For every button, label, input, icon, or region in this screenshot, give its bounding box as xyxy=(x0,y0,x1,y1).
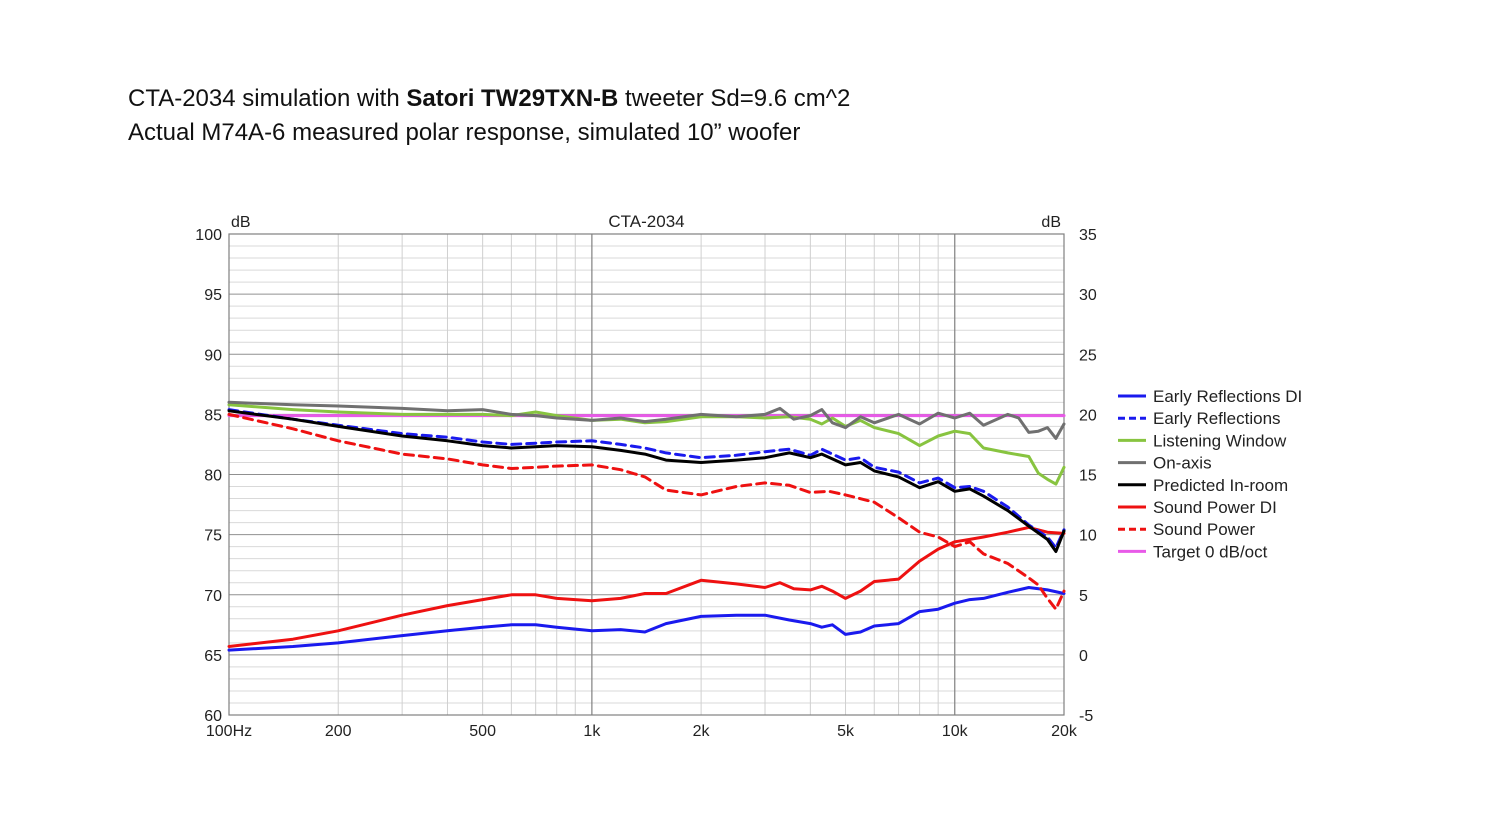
y-tick-label-right: 0 xyxy=(1079,648,1088,665)
y-axis-label-left: dB xyxy=(231,214,251,231)
grid xyxy=(228,233,1065,716)
caption-prefix: CTA-2034 simulation with xyxy=(128,85,407,112)
legend: Early Reflections DI Early Reflections Lis… xyxy=(1118,387,1302,561)
series-line-sound-power-di xyxy=(227,525,1066,648)
x-tick-label: 100Hz xyxy=(206,723,252,740)
chart-caption: CTA-2034 simulation with Satori TW29TXN-… xyxy=(128,82,850,150)
caption-driver-name: Satori TW29TXN-B xyxy=(406,85,619,112)
y-tick-label-left: 85 xyxy=(204,407,222,424)
y-tick-label-left: 95 xyxy=(204,287,222,304)
chart-title: CTA-2034 xyxy=(608,212,684,231)
y-tick-label-right: 10 xyxy=(1079,528,1097,545)
y-tick-label-right: 25 xyxy=(1079,347,1097,364)
caption-line-2: Actual M74A-6 measured polar response, s… xyxy=(128,119,801,146)
series-lines xyxy=(227,400,1066,652)
y-tick-label-right: 15 xyxy=(1079,468,1097,485)
y-tick-label-left: 65 xyxy=(204,648,222,665)
y-tick-label-left: 75 xyxy=(204,528,222,545)
x-tick-label: 500 xyxy=(469,723,496,740)
legend-label: Early Reflections xyxy=(1153,409,1281,428)
legend-label: Sound Power DI xyxy=(1153,498,1277,517)
y-tick-label-left: 100 xyxy=(195,227,222,244)
y-axis-label-right: dB xyxy=(1041,214,1061,231)
x-tick-label: 2k xyxy=(693,723,711,740)
x-tick-label: 200 xyxy=(325,723,352,740)
series-line-early-reflections xyxy=(227,408,1066,550)
y-tick-label-right: 30 xyxy=(1079,287,1097,304)
y-tick-label-right: -5 xyxy=(1079,708,1093,725)
legend-label: Listening Window xyxy=(1153,431,1287,450)
y-tick-label-right: 20 xyxy=(1079,407,1097,424)
caption-suffix: tweeter Sd=9.6 cm^2 xyxy=(618,85,851,112)
axes: CTA-2034 dB dB 60 65 70 75 80 85 90 95 100 -5 0 5 10… xyxy=(195,212,1097,740)
y-tick-label-left: 70 xyxy=(204,588,222,605)
legend-label: On-axis xyxy=(1153,454,1212,473)
x-tick-label: 1k xyxy=(583,723,601,740)
plot-frame xyxy=(228,233,1065,716)
y-tick-label-right: 35 xyxy=(1079,227,1097,244)
x-tick-label: 10k xyxy=(942,723,969,740)
series-line-on-axis xyxy=(227,400,1066,440)
y-tick-label-left: 90 xyxy=(204,347,222,364)
x-tick-label: 5k xyxy=(837,723,855,740)
x-tick-label: 20k xyxy=(1051,723,1078,740)
legend-label: Early Reflections DI xyxy=(1153,387,1302,406)
legend-label: Sound Power xyxy=(1153,520,1255,539)
series-line-early-reflections-di xyxy=(227,586,1066,652)
series-line-predicted-in-room xyxy=(227,409,1066,553)
y-tick-label-right: 5 xyxy=(1079,588,1088,605)
y-tick-label-left: 80 xyxy=(204,468,222,485)
caption-line-1: CTA-2034 simulation with Satori TW29TXN-… xyxy=(128,82,850,116)
series-line-listening-window xyxy=(227,403,1066,486)
legend-label: Predicted In-room xyxy=(1153,476,1288,495)
legend-label: Target 0 dB/oct xyxy=(1153,542,1268,561)
series-line-sound-power xyxy=(227,412,1066,611)
y-tick-label-left: 60 xyxy=(204,708,222,725)
